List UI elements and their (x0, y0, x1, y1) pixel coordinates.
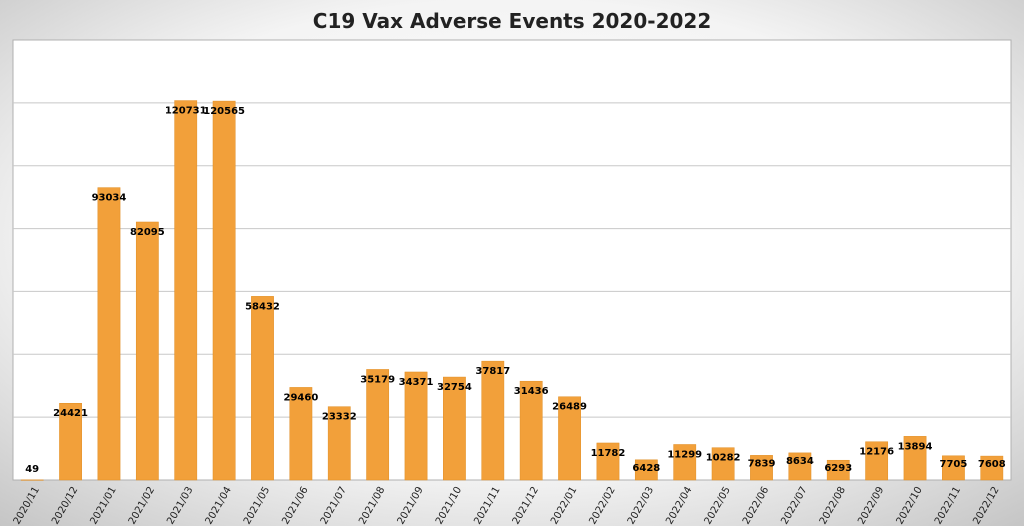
plot-background (12, 39, 1012, 481)
data-label: 7705 (940, 459, 968, 470)
bar (519, 380, 543, 481)
data-label: 93034 (92, 193, 127, 204)
bar (865, 441, 889, 481)
data-label: 120731 (165, 106, 207, 117)
bar (750, 455, 773, 481)
bar (251, 296, 274, 481)
data-label: 6293 (824, 463, 852, 474)
data-label: 29460 (283, 392, 318, 403)
plot-area: 492020/11244212020/12930342021/018209520… (12, 39, 1012, 526)
data-label: 7839 (748, 458, 776, 469)
data-label: 10282 (706, 453, 741, 464)
data-label: 7608 (978, 459, 1006, 470)
bar (443, 376, 466, 481)
bar (212, 100, 236, 481)
bar (174, 100, 198, 481)
data-label: 32754 (437, 382, 472, 393)
chart-title: C19 Vax Adverse Events 2020-2022 (313, 9, 711, 33)
bar (481, 360, 505, 481)
data-label: 49 (25, 464, 39, 475)
data-label: 11299 (667, 449, 702, 460)
data-label: 34371 (399, 377, 434, 388)
bar (942, 455, 965, 481)
data-label: 23332 (322, 412, 357, 423)
bar (903, 436, 927, 481)
bar (980, 455, 1004, 481)
bar (327, 406, 351, 481)
bar (20, 479, 44, 481)
data-label: 58432 (245, 301, 280, 312)
bar (673, 444, 697, 481)
data-label: 13894 (898, 441, 933, 452)
bar (711, 447, 735, 481)
data-label: 26489 (552, 402, 587, 413)
data-label: 6428 (632, 463, 660, 474)
data-label: 82095 (130, 227, 165, 238)
bar (788, 452, 812, 481)
data-label: 31436 (514, 386, 549, 397)
bar (97, 187, 121, 481)
bar (404, 371, 428, 481)
bar (59, 402, 82, 481)
data-label: 12176 (859, 447, 894, 458)
bar (826, 459, 850, 481)
data-label: 8634 (786, 456, 814, 467)
bar (558, 396, 581, 481)
data-label: 35179 (360, 374, 395, 385)
bar (289, 387, 313, 481)
bar (135, 221, 159, 481)
data-label: 11782 (591, 448, 626, 459)
bar (596, 442, 620, 481)
bar (366, 369, 390, 481)
bar (634, 459, 658, 481)
data-label: 120565 (203, 106, 245, 117)
data-label: 24421 (53, 408, 88, 419)
data-label: 37817 (475, 366, 510, 377)
